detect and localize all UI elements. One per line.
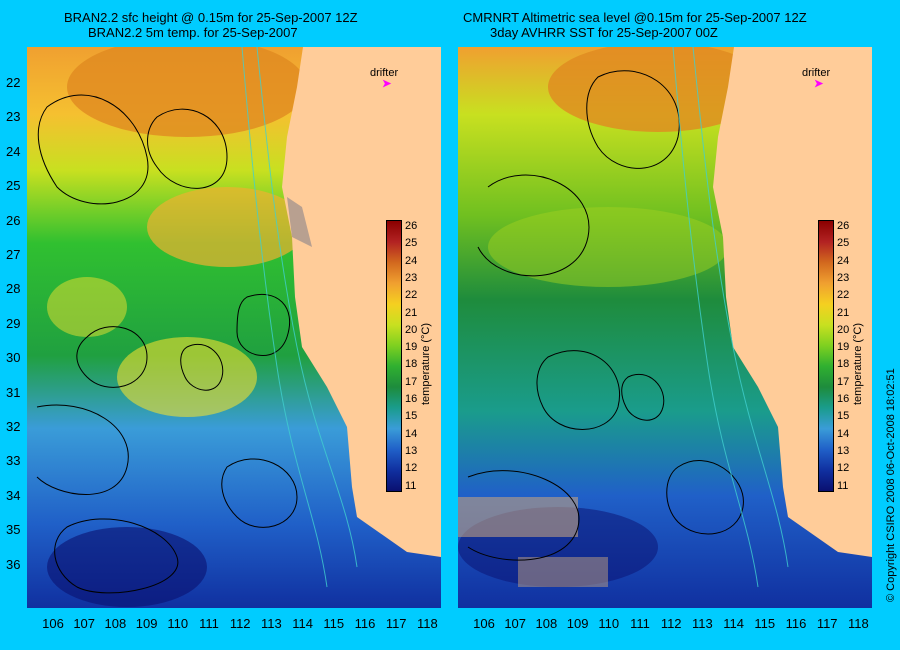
copyright-notice: © Copyright CSIRO 2008 06-Oct-2008 18:02… (885, 368, 897, 602)
longitude-label: 112 (229, 616, 251, 631)
right-map-panel (458, 47, 872, 608)
longitude-label: 118 (417, 616, 438, 631)
right-map-svg (458, 47, 872, 608)
longitude-label: 113 (692, 616, 713, 631)
colorbar-tick-label: 13 (405, 444, 418, 457)
latitude-label: 35 (6, 522, 21, 538)
colorbar-tick-label: 14 (837, 427, 850, 440)
colorbar-tick-label: 24 (405, 254, 418, 267)
longitude-label: 107 (504, 616, 527, 631)
colorbar-tick-label: 11 (405, 479, 417, 492)
longitude-label: 117 (816, 616, 838, 631)
longitude-label: 110 (167, 616, 189, 631)
latitude-label: 36 (6, 556, 21, 572)
colorbar-scale (386, 220, 402, 492)
colorbar-tick-label: 17 (405, 375, 418, 388)
longitude-label: 108 (535, 616, 558, 631)
colorbar-tick-label: 12 (837, 462, 850, 475)
latitude-label: 34 (6, 487, 21, 503)
colorbar-tick-label: 23 (837, 271, 850, 284)
colorbar-tick-label: 20 (837, 323, 850, 336)
latitude-label: 30 (6, 350, 21, 366)
left-drifter-icon: ➤ (382, 78, 392, 90)
colorbar-tick-label: 12 (405, 462, 418, 475)
longitude-label: 112 (660, 616, 682, 631)
longitude-label: 114 (723, 616, 744, 631)
colorbar-tick-label: 21 (405, 306, 418, 319)
longitude-label: 115 (323, 616, 345, 631)
longitude-label: 117 (385, 616, 407, 631)
longitude-label: 114 (292, 616, 313, 631)
colorbar-unit-label: temperature (°C) (852, 322, 864, 405)
latitude-label: 29 (6, 315, 21, 331)
colorbar-tick-label: 24 (837, 254, 850, 267)
colorbar-tick-label: 25 (405, 237, 418, 250)
longitude-label: 111 (630, 616, 650, 631)
latitude-label: 28 (6, 281, 21, 297)
colorbar-tick-label: 14 (405, 427, 418, 440)
longitude-label: 116 (354, 616, 376, 631)
colorbar-tick-label: 17 (837, 375, 850, 388)
right-drifter-icon: ➤ (814, 78, 824, 90)
latitude-label: 31 (6, 384, 21, 400)
latitude-label: 26 (6, 212, 21, 228)
left-title-line2: BRAN2.2 5m temp. for 25-Sep-2007 (88, 25, 298, 40)
colorbar-tick-label: 13 (837, 444, 850, 457)
colorbar-tick-label: 22 (405, 289, 418, 302)
latitude-label: 27 (6, 247, 21, 262)
longitude-label: 106 (473, 616, 495, 631)
left-drifter-label: drifter (370, 67, 399, 79)
right-title-line2: 3day AVHRR SST for 25-Sep-2007 00Z (490, 25, 718, 40)
longitude-label: 118 (848, 616, 869, 631)
longitude-label: 109 (566, 616, 589, 631)
left-title-line1: BRAN2.2 sfc height @ 0.15m for 25-Sep-20… (64, 10, 358, 25)
longitude-label: 106 (42, 616, 64, 631)
longitude-label: 116 (785, 616, 807, 631)
colorbar-tick-label: 15 (405, 410, 418, 423)
colorbar-tick-label: 18 (837, 358, 850, 371)
latitude-label: 24 (6, 143, 21, 159)
colorbar-tick-label: 11 (837, 479, 849, 492)
longitude-label: 108 (104, 616, 127, 631)
longitude-label: 107 (73, 616, 96, 631)
longitude-label: 110 (598, 616, 620, 631)
colorbar-tick-label: 22 (837, 289, 850, 302)
longitude-label: 113 (261, 616, 282, 631)
colorbar-tick-label: 25 (837, 237, 850, 250)
longitude-label: 115 (754, 616, 776, 631)
left-map-svg (27, 47, 441, 608)
colorbar-tick-label: 16 (837, 393, 850, 405)
colorbar-tick-label: 16 (405, 393, 418, 405)
left-map-panel (27, 47, 441, 608)
colorbar-tick-label: 15 (837, 410, 850, 423)
colorbar-tick-label: 18 (405, 358, 418, 371)
longitude-label: 109 (135, 616, 158, 631)
latitude-label: 32 (6, 419, 21, 434)
colorbar-unit-label: temperature (°C) (420, 322, 432, 405)
longitude-label: 111 (199, 616, 219, 631)
right-drifter-label: drifter (802, 67, 831, 79)
latitude-label: 22 (6, 75, 21, 90)
colorbar-tick-label: 23 (405, 271, 418, 284)
colorbar-tick-label: 26 (405, 220, 418, 232)
colorbar-tick-label: 26 (837, 220, 850, 232)
colorbar-tick-label: 21 (837, 306, 850, 319)
colorbar-tick-label: 19 (837, 341, 850, 354)
colorbar-tick-label: 19 (405, 341, 418, 354)
right-title-line1: CMRNRT Altimetric sea level @0.15m for 2… (463, 10, 807, 25)
latitude-label: 23 (6, 109, 21, 125)
latitude-label: 25 (6, 178, 21, 194)
colorbar-scale (818, 220, 834, 492)
latitude-label: 33 (6, 453, 21, 469)
colorbar-tick-label: 20 (405, 323, 418, 336)
